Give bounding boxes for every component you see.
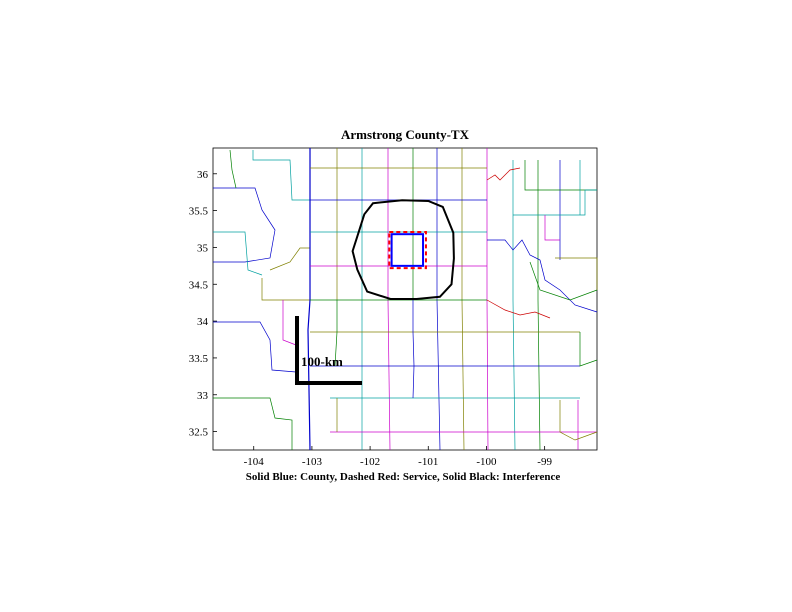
y-tick-label: 32.5 [189,427,209,439]
x-tick-label: -100 [476,456,497,468]
county-boundaries [213,148,598,451]
scale-bar-label: 100-km [301,354,343,369]
y-tick-label: 33.5 [189,353,209,365]
y-tick-label: 34.5 [189,279,209,291]
x-tick-label: -99 [537,456,552,468]
x-tick-label: -102 [360,456,380,468]
x-tick-label: -103 [302,456,323,468]
county-boundary-box [390,233,425,267]
y-tick-label: 35.5 [189,206,209,218]
map-caption: Solid Blue: County, Dashed Red: Service,… [246,471,561,483]
x-tick-label: -104 [244,456,265,468]
y-axis-ticks: 32.5 33 33.5 34 34.5 35 35.5 36 [189,169,217,439]
y-tick-label: 33 [197,390,209,402]
scale-bar: 100-km [295,316,362,385]
map-title: Armstrong County-TX [341,127,470,142]
y-tick-label: 34 [197,316,209,328]
interference-contour [351,199,455,300]
y-tick-label: 35 [197,242,209,254]
y-tick-label: 36 [197,169,209,181]
service-area-box [388,230,427,270]
x-tick-label: -101 [418,456,438,468]
x-axis-ticks: -104 -103 -102 -101 -100 -99 [244,446,552,468]
